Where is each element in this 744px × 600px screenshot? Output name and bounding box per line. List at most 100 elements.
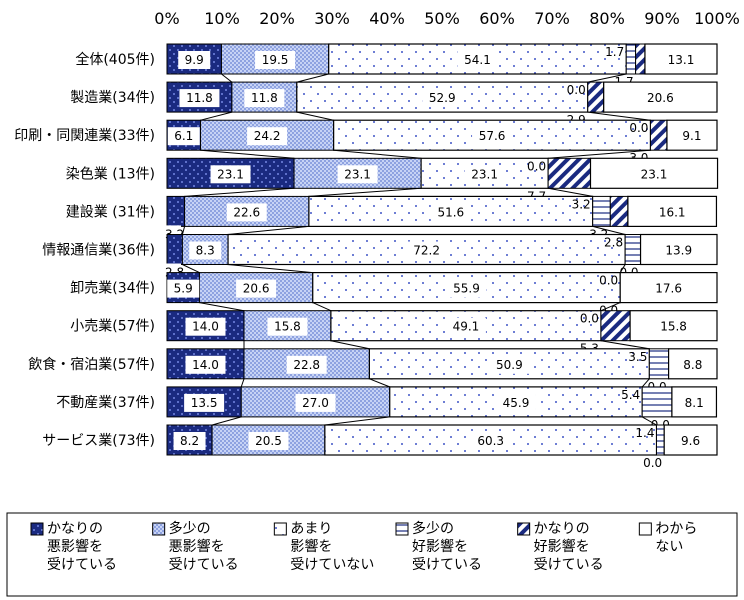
data-label-backdrop	[337, 165, 378, 184]
connector-line	[228, 264, 313, 274]
connector-line	[181, 226, 186, 235]
connector-line	[592, 225, 626, 235]
bar-segment-strong-positive	[649, 119, 668, 151]
x-tick-label: 10%	[204, 9, 240, 28]
connector-line	[211, 416, 242, 426]
legend-label: 受けている	[412, 557, 482, 573]
data-label: 15.8	[660, 320, 687, 334]
data-label: 51.6	[437, 205, 464, 219]
x-tick-label: 20%	[259, 9, 295, 28]
bar-segment-minor-positive	[641, 386, 673, 418]
data-label-backdrop	[446, 279, 487, 298]
connector-line	[240, 378, 245, 388]
legend-label: 受けている	[534, 557, 604, 573]
data-label: 8.1	[685, 396, 704, 410]
data-label: 0.0	[643, 456, 662, 470]
data-label: 52.9	[429, 91, 456, 105]
data-label: 0.0	[599, 274, 618, 288]
connector-line	[369, 378, 390, 388]
data-label: 9.1	[682, 129, 701, 143]
data-label: 2.8	[604, 236, 623, 250]
x-tick-label: 90%	[644, 9, 680, 28]
x-tick-label: 100%	[694, 9, 740, 28]
connector-line	[641, 378, 650, 388]
data-label: 8.3	[196, 244, 215, 258]
data-label: 20.6	[647, 91, 674, 105]
category-label: 飲食・宿泊業(57件)	[28, 356, 155, 373]
data-label: 22.6	[233, 205, 260, 219]
data-label-backdrop	[178, 51, 211, 69]
connector-line	[587, 111, 651, 121]
data-label: 23.1	[641, 167, 668, 181]
legend-label: 受けていない	[290, 557, 374, 573]
legend-label: ない	[655, 539, 683, 555]
data-label-backdrop	[179, 89, 220, 108]
bar-segment-strong-positive	[600, 310, 631, 342]
data-label-backdrop	[167, 127, 200, 146]
category-label: 建設業 (31件)	[66, 204, 155, 220]
data-label: 6.1	[174, 129, 193, 143]
data-label: 15.8	[274, 320, 301, 334]
data-label-backdrop	[184, 393, 225, 412]
data-label-backdrop	[173, 432, 206, 450]
data-label-backdrop	[236, 279, 277, 298]
chart-layer: 0% 10% 20% 30% 40% 50% 60% 70% 80% 90% 100% 全体(405件…	[6, 9, 740, 597]
data-label: 11.8	[186, 91, 213, 105]
legend-box	[6, 512, 738, 597]
connector-line	[548, 187, 593, 197]
bar-segment-severe-negative	[166, 195, 186, 227]
bar-segment-minor-positive	[656, 424, 665, 456]
data-label: 17.6	[655, 282, 682, 296]
connector-line	[587, 73, 627, 83]
connector-line	[619, 264, 626, 273]
data-label-backdrop	[286, 355, 327, 374]
category-label: 情報通信業(36件)	[42, 243, 155, 259]
category-label: サービス業(73件)	[42, 433, 155, 449]
category-label: 卸売業(34件)	[70, 281, 155, 297]
data-label: 22.8	[293, 358, 320, 372]
data-label: 8.8	[683, 358, 702, 372]
data-label: 19.5	[262, 53, 289, 67]
x-tick-label: 40%	[369, 9, 405, 28]
data-label: 55.9	[453, 282, 480, 296]
data-label: 0.0	[567, 83, 586, 97]
data-label-backdrop	[472, 127, 513, 146]
category-label: 全体(405件)	[75, 51, 155, 68]
data-label-backdrop	[210, 165, 251, 184]
x-tick-label: 70%	[534, 9, 570, 28]
connector-line	[641, 416, 657, 426]
connector-line	[333, 149, 422, 159]
data-label-backdrop	[248, 432, 289, 450]
data-label-backdrop	[189, 241, 222, 260]
data-label-backdrop	[653, 317, 694, 336]
connector-line	[182, 264, 200, 274]
connector-line	[228, 225, 309, 235]
legend-label: わから	[655, 521, 697, 537]
data-label-backdrop	[658, 241, 699, 260]
data-label: 9.9	[185, 53, 204, 67]
data-label: 1.4	[635, 426, 654, 440]
legend-label: かなりの	[534, 521, 590, 537]
connector-line	[200, 149, 295, 159]
connector-line	[308, 187, 422, 197]
legend-swatch	[395, 522, 409, 536]
data-label-backdrop	[255, 51, 296, 69]
connector-line	[324, 416, 390, 426]
legend-label: 受けている	[47, 557, 117, 573]
connector-line	[184, 187, 295, 197]
bar-segment-minor-positive	[648, 348, 670, 380]
legend-label: 影響を	[290, 538, 332, 555]
bar-segment-strong-positive	[635, 43, 646, 75]
category-label: 染色業 (13件)	[66, 165, 155, 182]
data-label: 5.9	[174, 282, 193, 296]
bar-segment-minor-positive	[592, 195, 611, 227]
data-label-backdrop	[422, 89, 463, 108]
data-label-backdrop	[660, 51, 701, 69]
legend-label: かなりの	[47, 521, 103, 537]
data-label: 0.0	[629, 121, 648, 135]
x-tick-label: 50%	[424, 9, 460, 28]
data-label: 9.6	[681, 434, 700, 448]
data-label: 13.5	[191, 396, 218, 410]
data-label-backdrop	[185, 317, 226, 336]
